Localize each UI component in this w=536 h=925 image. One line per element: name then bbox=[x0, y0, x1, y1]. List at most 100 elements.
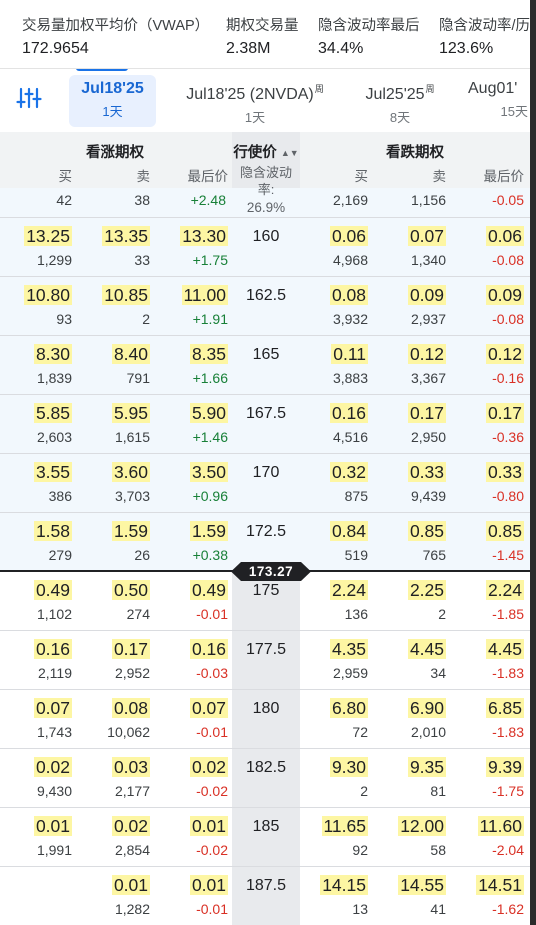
strike-price: 175 bbox=[252, 582, 280, 599]
call-ask-size: 33 bbox=[134, 252, 150, 268]
col-call-last: 最后价 bbox=[187, 169, 229, 184]
put-bid-size: 519 bbox=[344, 547, 368, 563]
put-bid-size: 875 bbox=[344, 488, 368, 504]
put-last-price: 14.51 bbox=[476, 875, 524, 895]
put-ask-size: 34 bbox=[430, 665, 446, 681]
put-last-price: 0.33 bbox=[485, 462, 524, 482]
call-bid-price: 1.58 bbox=[33, 521, 72, 541]
table-row[interactable]: 0.49 1,102 0.50 274 0.49 -0.01 2.24 136 2.25 2 2.2… bbox=[0, 572, 536, 631]
call-bid-size: 386 bbox=[48, 488, 72, 504]
stat-iv-last: 隐含波动率最后 34.4% bbox=[318, 14, 420, 58]
put-bid-size: 92 bbox=[352, 842, 368, 858]
stat-value: 172.9654 bbox=[22, 40, 89, 57]
filter-sliders-icon[interactable] bbox=[14, 83, 44, 113]
put-bid-size: 2,959 bbox=[332, 665, 368, 681]
table-row-partial[interactable]: 42 38 +2.48 2,169 1,156 -0.05 bbox=[0, 188, 536, 218]
table-row[interactable]: 0.01 1,282 0.01 -0.01 14.15 13 14.55 41 14.51 -1.… bbox=[0, 867, 536, 925]
strike-price: 185 bbox=[252, 818, 280, 835]
strike-price: 177.5 bbox=[245, 641, 287, 658]
put-bid-price: 0.11 bbox=[331, 344, 368, 364]
put-bid-size: 2,169 bbox=[332, 192, 368, 208]
put-last-price: 0.06 bbox=[485, 226, 524, 246]
put-bid-size: 72 bbox=[352, 724, 368, 740]
tab-expiry-jul25[interactable]: Jul25'25周 8天 bbox=[355, 75, 445, 127]
call-change: -0.01 bbox=[196, 724, 228, 740]
put-bid-size: 4,516 bbox=[332, 429, 368, 445]
table-row[interactable]: 5.85 2,603 5.95 1,615 5.90 +1.46 0.16 4,516 0.17… bbox=[0, 395, 536, 454]
call-ask-price: 13.35 bbox=[102, 226, 150, 246]
table-row[interactable]: 0.07 1,743 0.08 10,062 0.07 -0.01 6.80 72 6.90 2,… bbox=[0, 690, 536, 749]
call-bid-price: 3.55 bbox=[33, 462, 72, 482]
strike-price: 160 bbox=[252, 228, 280, 245]
call-change: -0.03 bbox=[196, 665, 228, 681]
put-ask-size: 41 bbox=[430, 901, 446, 917]
put-bid-price: 0.84 bbox=[329, 521, 368, 541]
strike-price: 170 bbox=[252, 464, 280, 481]
put-bid-price: 0.32 bbox=[329, 462, 368, 482]
call-ask-size: 26 bbox=[134, 547, 150, 563]
call-bid-price: 0.01 bbox=[33, 816, 72, 836]
call-last-price: 1.59 bbox=[189, 521, 228, 541]
tab-expiry-aug01[interactable]: Aug01' 15天 bbox=[462, 75, 536, 121]
table-row[interactable]: 13.25 1,299 13.35 33 13.30 +1.75 0.06 4,968 0.07… bbox=[0, 218, 536, 277]
put-change: -2.04 bbox=[492, 842, 524, 858]
strike-price: 165 bbox=[252, 346, 280, 363]
table-row[interactable]: 8.30 1,839 8.40 791 8.35 +1.66 0.11 3,883 0.12 3,… bbox=[0, 336, 536, 395]
put-change: -0.08 bbox=[492, 311, 524, 327]
stat-label: 隐含波动率最后 bbox=[318, 18, 420, 34]
current-price-value: 173.27 bbox=[248, 564, 294, 579]
put-change: -1.85 bbox=[492, 606, 524, 622]
put-bid-size: 4,968 bbox=[332, 252, 368, 268]
put-bid-size: 13 bbox=[352, 901, 368, 917]
strike-price: 182.5 bbox=[245, 759, 287, 776]
call-last-price: 11.00 bbox=[181, 285, 228, 305]
put-change: -1.75 bbox=[492, 783, 524, 799]
table-row[interactable]: 0.16 2,119 0.17 2,952 0.16 -0.03 4.35 2,959 4.45… bbox=[0, 631, 536, 690]
call-bid-price: 0.16 bbox=[33, 639, 72, 659]
call-change: +1.66 bbox=[192, 370, 228, 386]
put-change: -0.16 bbox=[492, 370, 524, 386]
put-ask-price: 0.85 bbox=[407, 521, 446, 541]
call-change: +1.46 bbox=[192, 429, 228, 445]
put-ask-size: 1,340 bbox=[410, 252, 446, 268]
put-bid-price: 0.16 bbox=[329, 403, 368, 423]
strike-price: 162.5 bbox=[245, 287, 287, 304]
call-ask-price: 1.59 bbox=[111, 521, 150, 541]
call-ask-price: 5.95 bbox=[111, 403, 150, 423]
put-bid-price: 0.06 bbox=[329, 226, 368, 246]
strike-price: 187.5 bbox=[245, 877, 287, 894]
call-ask-price: 0.03 bbox=[111, 757, 150, 777]
call-last-price: 0.01 bbox=[189, 816, 228, 836]
put-bid-size: 136 bbox=[344, 606, 368, 622]
table-row[interactable]: 0.02 9,430 0.03 2,177 0.02 -0.02 9.30 2 9.35 81 9.… bbox=[0, 749, 536, 808]
put-ask-size: 2,010 bbox=[410, 724, 446, 740]
call-bid-size: 2,119 bbox=[38, 665, 72, 681]
table-row[interactable]: 10.80 93 10.85 2 11.00 +1.91 0.08 3,932 0.09 2,93… bbox=[0, 277, 536, 336]
stat-vwap: 交易量加权平均价（VWAP） 172.9654 bbox=[22, 14, 209, 58]
call-last-price: 3.50 bbox=[189, 462, 228, 482]
call-last-price: 0.49 bbox=[189, 580, 228, 600]
tab-expiry-jul18[interactable]: Jul18'25 1天 bbox=[69, 75, 156, 127]
tab-days: 8天 bbox=[389, 110, 411, 125]
call-bid-price: 5.85 bbox=[33, 403, 72, 423]
table-row[interactable]: 0.01 1,991 0.02 2,854 0.01 -0.02 11.65 92 12.00 5… bbox=[0, 808, 536, 867]
call-bid-price: 10.80 bbox=[24, 285, 72, 305]
call-ask-price: 0.17 bbox=[111, 639, 150, 659]
weekly-marker: 周 bbox=[314, 84, 324, 94]
tab-expiry-jul18-2nvda[interactable]: Jul18'25 (2NVDA)周 1天 bbox=[172, 75, 338, 127]
strike-sort-header[interactable]: 行使价 ▲▼ bbox=[232, 141, 300, 162]
put-ask-price: 14.55 bbox=[398, 875, 446, 895]
call-change: +1.91 bbox=[192, 311, 228, 327]
put-bid-price: 0.08 bbox=[329, 285, 368, 305]
table-row[interactable]: 3.55 386 3.60 3,703 3.50 +0.96 0.32 875 0.33 9,43… bbox=[0, 454, 536, 513]
put-ask-size: 2 bbox=[438, 606, 446, 622]
window-edge bbox=[530, 0, 536, 925]
put-bid-size: 2 bbox=[360, 783, 368, 799]
put-change: -0.80 bbox=[492, 488, 524, 504]
tab-label: Jul18'25 bbox=[81, 80, 144, 97]
call-bid-size: 279 bbox=[48, 547, 72, 563]
call-ask-size: 791 bbox=[126, 370, 150, 386]
put-bid-size: 3,883 bbox=[332, 370, 368, 386]
put-ask-size: 81 bbox=[430, 783, 446, 799]
call-bid-size: 1,839 bbox=[36, 370, 72, 386]
